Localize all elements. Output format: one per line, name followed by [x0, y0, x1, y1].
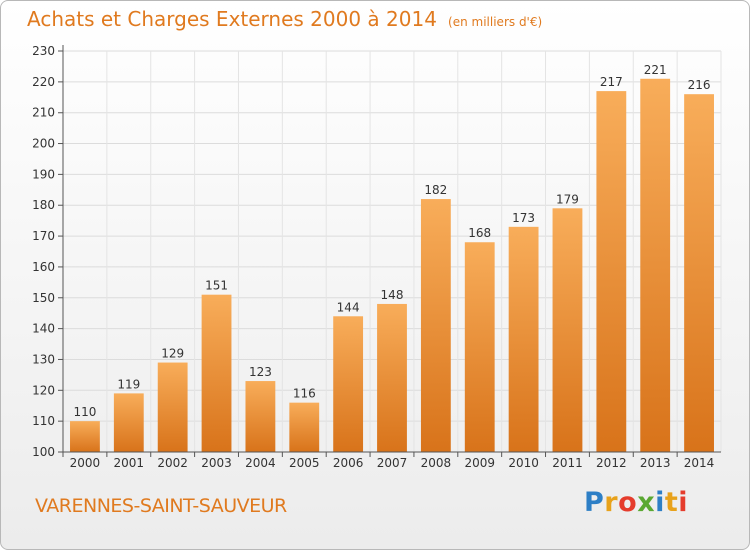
logo-letter: i — [678, 487, 689, 518]
logo-letter: o — [618, 487, 638, 518]
bar — [245, 381, 276, 452]
x-tick-label: 2004 — [245, 456, 276, 470]
chart-title: Achats et Charges Externes 2000 à 2014 — [27, 7, 437, 31]
y-tick-label: 100 — [32, 445, 55, 459]
data-label: 216 — [688, 78, 711, 92]
data-label: 182 — [424, 183, 447, 197]
x-tick-label: 2014 — [684, 456, 715, 470]
y-tick-label: 160 — [32, 260, 55, 274]
bar — [113, 393, 144, 452]
data-label: 179 — [556, 192, 579, 206]
bar — [508, 226, 539, 452]
data-label: 144 — [337, 300, 360, 314]
x-tick-label: 2012 — [596, 456, 627, 470]
x-tick-label: 2009 — [464, 456, 495, 470]
data-label: 123 — [249, 365, 272, 379]
data-label: 217 — [600, 75, 623, 89]
y-tick-label: 230 — [32, 44, 55, 58]
x-tick-label: 2010 — [508, 456, 539, 470]
y-tick-label: 210 — [32, 106, 55, 120]
x-tick-label: 2003 — [201, 456, 232, 470]
bar — [552, 208, 583, 452]
x-tick-label: 2008 — [421, 456, 452, 470]
data-label: 168 — [468, 226, 491, 240]
y-tick-label: 120 — [32, 383, 55, 397]
y-tick-label: 110 — [32, 414, 55, 428]
title-row: Achats et Charges Externes 2000 à 2014 (… — [27, 7, 542, 31]
bar — [333, 316, 364, 452]
town-name: VARENNES-SAINT-SAUVEUR — [35, 495, 287, 517]
logo-letter: x — [637, 487, 656, 518]
data-label: 110 — [73, 405, 96, 419]
proxiti-logo: Proxiti — [584, 487, 688, 518]
bar — [157, 362, 188, 452]
bar — [684, 94, 714, 452]
x-tick-label: 2007 — [377, 456, 408, 470]
bar — [70, 421, 100, 452]
data-label: 116 — [293, 387, 316, 401]
logo-letter: i — [655, 487, 665, 518]
logo-letter: t — [664, 487, 679, 518]
logo-letter: r — [604, 487, 619, 518]
x-tick-label: 2000 — [70, 456, 101, 470]
x-tick-label: 2011 — [552, 456, 583, 470]
x-tick-label: 2002 — [157, 456, 188, 470]
bar — [420, 199, 451, 452]
axes: 100 110 120 130 140 150 160 170 180 190 200 210 220 2… — [32, 44, 721, 470]
x-tick-label: 2001 — [114, 456, 145, 470]
chart-subtitle: (en milliers d'€) — [448, 15, 543, 29]
x-tick-label: 2013 — [640, 456, 671, 470]
data-label: 173 — [512, 211, 535, 225]
y-tick-label: 220 — [32, 75, 55, 89]
bar — [596, 91, 627, 452]
data-label: 119 — [117, 377, 140, 391]
bar — [640, 78, 671, 452]
bar — [377, 303, 407, 452]
y-tick-label: 200 — [32, 137, 55, 151]
y-tick-label: 130 — [32, 352, 55, 366]
y-tick-label: 140 — [32, 322, 55, 336]
y-tick-label: 150 — [32, 291, 55, 305]
x-tick-label: 2006 — [333, 456, 364, 470]
data-label: 151 — [205, 279, 228, 293]
data-label: 148 — [381, 288, 404, 302]
y-tick-label: 180 — [32, 198, 55, 212]
x-tick-label: 2005 — [289, 456, 320, 470]
y-tick-label: 170 — [32, 229, 55, 243]
bar — [289, 402, 320, 452]
logo-letter: P — [584, 487, 605, 518]
data-label: 221 — [644, 63, 667, 77]
bars: 110 119 129 151 123 116 144 148 182 168 173 179 217 2… — [70, 63, 714, 452]
data-label: 129 — [161, 347, 184, 361]
bar — [201, 294, 232, 452]
y-tick-label: 190 — [32, 167, 55, 181]
bar — [464, 242, 495, 452]
